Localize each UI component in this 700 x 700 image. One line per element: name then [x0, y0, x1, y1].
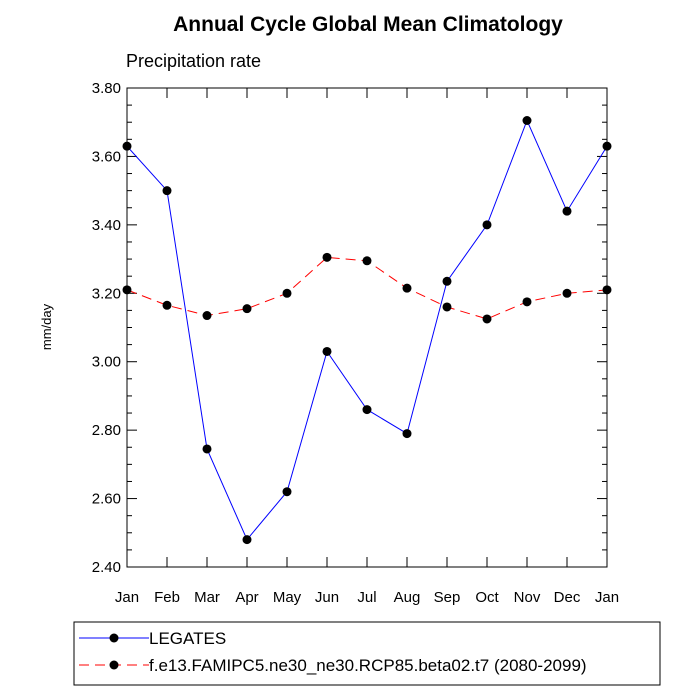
y-tick-label: 2.80	[92, 422, 121, 439]
series-line-model	[126, 256, 608, 320]
y-tick-label: 3.40	[92, 217, 121, 234]
data-point-legates	[562, 206, 572, 216]
x-tick-label: Jan	[115, 589, 139, 606]
chart-subtitle: Precipitation rate	[126, 51, 261, 71]
data-point-legates	[402, 429, 412, 439]
y-tick-label: 3.80	[92, 80, 121, 97]
y-tick-label: 3.20	[92, 285, 121, 302]
data-point-legates	[482, 220, 492, 230]
y-axis-label: mm/day	[39, 303, 54, 350]
x-tick-label: Jun	[315, 589, 339, 606]
x-tick-label: Apr	[235, 589, 258, 606]
data-point-model	[562, 288, 572, 298]
x-tick-label: Aug	[394, 589, 421, 606]
data-point-model	[282, 288, 292, 298]
data-point-legates	[442, 276, 452, 286]
x-tick-label: Jul	[357, 589, 376, 606]
y-tick-label: 2.60	[92, 491, 121, 508]
data-point-legates	[282, 487, 292, 497]
data-point-model	[442, 302, 452, 312]
data-point-model	[602, 285, 612, 295]
series-line-legates	[126, 119, 608, 541]
data-point-legates	[122, 141, 132, 151]
data-point-model	[522, 297, 532, 307]
data-point-model	[202, 311, 212, 321]
data-point-model	[242, 304, 252, 314]
data-point-legates	[242, 535, 252, 545]
x-tick-label: May	[273, 589, 302, 606]
data-point-legates	[522, 116, 532, 126]
data-point-model	[162, 300, 172, 310]
chart-title: Annual Cycle Global Mean Climatology	[173, 13, 563, 36]
data-point-legates	[322, 346, 332, 356]
y-tick-label: 3.60	[92, 148, 121, 165]
data-point-model	[122, 285, 132, 295]
data-point-model	[362, 256, 372, 266]
plot-frame	[126, 87, 608, 568]
x-tick-label: Mar	[194, 589, 220, 606]
data-point-legates	[162, 186, 172, 196]
axis-ticks: 2.40 2.60 2.80 3.00 3.20 3.40 3.60 3.80 Jan Feb Ma…	[92, 80, 619, 606]
data-point-legates	[602, 141, 612, 151]
legend: LEGATES f.e13.FAMIPC5.ne30_ne30.RCP85.be…	[73, 621, 661, 686]
x-tick-label: Sep	[434, 589, 461, 606]
y-tick-label: 2.40	[92, 559, 121, 576]
data-point-model	[402, 283, 412, 293]
legend-marker-model	[109, 660, 119, 670]
x-tick-label: Jan	[595, 589, 619, 606]
data-point-legates	[202, 444, 212, 454]
legend-label-legates: LEGATES	[149, 629, 226, 648]
series-layer	[122, 116, 612, 545]
legend-label-model: f.e13.FAMIPC5.ne30_ne30.RCP85.beta02.t7 …	[149, 656, 587, 675]
data-point-model	[322, 252, 332, 262]
data-point-legates	[362, 405, 372, 415]
x-tick-label: Feb	[154, 589, 180, 606]
legend-box	[73, 621, 661, 686]
y-tick-label: 3.00	[92, 354, 121, 371]
x-tick-label: Oct	[475, 589, 499, 606]
x-tick-label: Dec	[554, 589, 581, 606]
x-tick-label: Nov	[514, 589, 541, 606]
legend-marker-legates	[109, 633, 119, 643]
data-point-model	[482, 314, 492, 324]
